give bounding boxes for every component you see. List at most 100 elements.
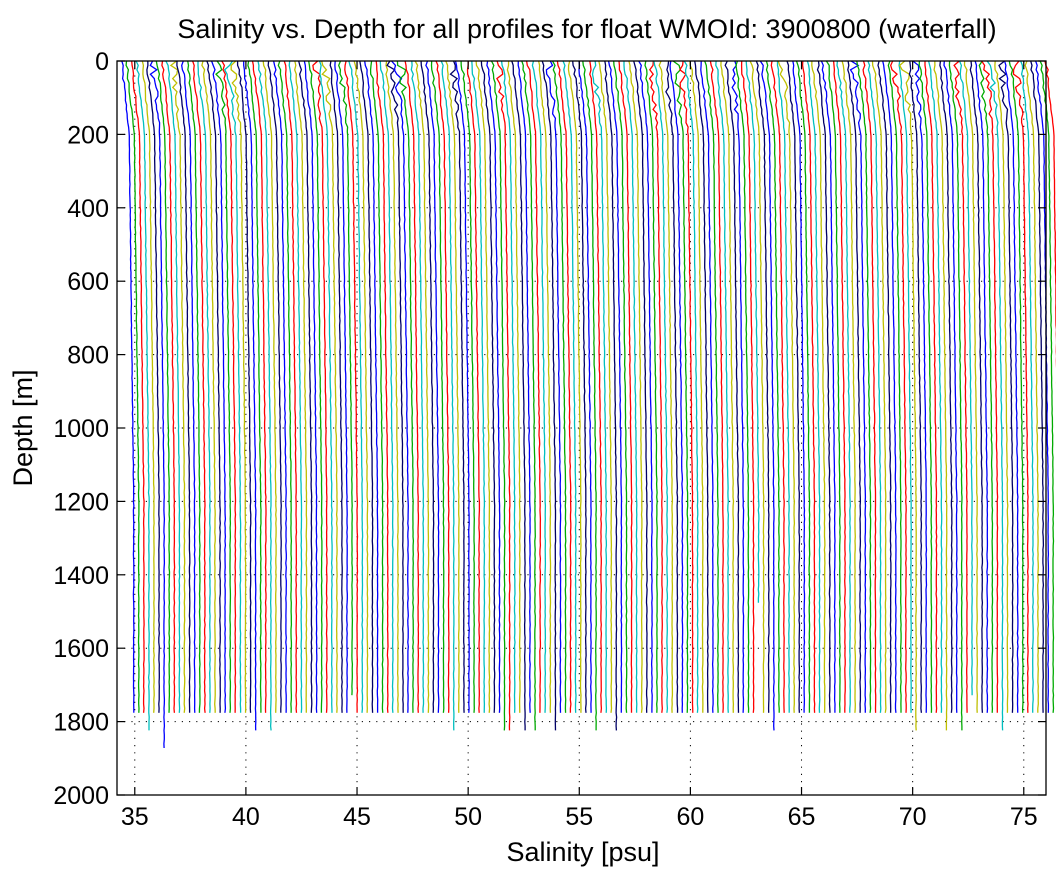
- profile-line: [221, 60, 237, 713]
- profile-line: [777, 60, 796, 713]
- profile-line: [927, 60, 943, 713]
- profile-line: [206, 60, 221, 713]
- profile-line: [131, 60, 145, 713]
- profile-line: [832, 60, 846, 713]
- profile-line: [628, 60, 643, 713]
- x-tick-label: 55: [565, 803, 593, 831]
- y-tick-label: 1000: [53, 415, 109, 443]
- profile-line: [974, 60, 989, 713]
- profile-line: [420, 60, 435, 713]
- profile-line: [210, 60, 227, 713]
- profile-line: [187, 60, 201, 713]
- profile-line: [471, 60, 486, 713]
- profile-line: [994, 60, 1009, 713]
- y-tick-label: 1600: [53, 635, 109, 663]
- y-tick-label: 400: [67, 195, 109, 223]
- profile-line: [749, 60, 765, 713]
- profile-line: [176, 60, 191, 713]
- profile-line: [567, 60, 582, 713]
- profile-line: [849, 60, 867, 713]
- profile-line: [1030, 60, 1045, 713]
- profile-line: [338, 60, 354, 696]
- profile-line: [359, 60, 374, 713]
- x-axis-label: Salinity [psu]: [506, 837, 659, 867]
- profile-line: [978, 60, 994, 713]
- profile-line: [948, 60, 963, 731]
- profile-line: [582, 60, 597, 731]
- profile-line: [1034, 60, 1050, 713]
- profile-line: [1012, 60, 1029, 713]
- profile-line: [1008, 60, 1024, 713]
- profile-line: [709, 60, 724, 713]
- profile-line: [556, 60, 572, 713]
- profile-line: [786, 60, 801, 713]
- profile-line: [623, 61, 638, 713]
- profile-line: [825, 60, 841, 713]
- profile-line: [669, 60, 684, 713]
- profile-line: [364, 60, 379, 713]
- profile-line: [598, 60, 613, 713]
- profile-line: [545, 60, 562, 713]
- profile-line: [165, 60, 181, 713]
- profile-line: [169, 60, 186, 713]
- y-tick-label: 0: [95, 48, 109, 76]
- profile-line: [613, 60, 628, 713]
- profile-line: [149, 60, 166, 749]
- profile-line: [449, 60, 465, 713]
- profile-line: [425, 60, 440, 713]
- profile-line: [795, 60, 811, 713]
- profile-line: [303, 60, 318, 713]
- profile-line: [759, 60, 775, 731]
- profile-line: [379, 60, 394, 713]
- profile-line: [689, 60, 704, 713]
- profile-line: [890, 60, 907, 713]
- profile-line: [155, 60, 171, 713]
- profile-line: [294, 60, 308, 713]
- profile-line: [683, 60, 699, 713]
- profile-line: [230, 60, 247, 713]
- profile-line: [816, 60, 831, 713]
- profile-line: [125, 60, 140, 713]
- profile-line: [121, 60, 135, 713]
- x-tick-label: 65: [788, 803, 816, 831]
- profile-line: [604, 60, 618, 731]
- profile-line: [435, 60, 450, 713]
- profile-line: [953, 60, 968, 713]
- y-axis-label: Depth [m]: [8, 369, 38, 486]
- profile-line: [247, 60, 262, 713]
- profile-line: [715, 60, 730, 713]
- profile-line: [856, 60, 872, 713]
- profile-line: [541, 60, 557, 731]
- y-tick-label: 200: [67, 121, 109, 149]
- profile-line: [486, 60, 501, 713]
- profile-line: [887, 60, 902, 713]
- y-tick-label: 1800: [53, 709, 109, 737]
- profile-line: [720, 60, 735, 713]
- profile-line: [806, 60, 821, 713]
- profile-line: [731, 60, 745, 713]
- profile-line: [958, 60, 973, 696]
- x-tick-label: 60: [676, 803, 704, 831]
- profile-line: [679, 60, 694, 713]
- x-tick-label: 40: [232, 803, 260, 831]
- profile-line: [525, 60, 542, 713]
- y-tick-label: 1400: [53, 562, 109, 590]
- profile-line: [918, 60, 933, 713]
- profile-line: [321, 60, 338, 713]
- profile-line: [607, 60, 623, 713]
- profile-line: [740, 60, 755, 713]
- profile-line: [665, 60, 679, 713]
- profile-line: [500, 60, 516, 713]
- profile-line: [638, 60, 653, 713]
- profile-line: [981, 60, 999, 713]
- profile-line: [161, 60, 176, 713]
- chart-title: Salinity vs. Depth for all profiles for …: [177, 14, 996, 44]
- profile-line: [1020, 60, 1034, 713]
- profile-line: [924, 61, 938, 713]
- profile-line: [267, 60, 282, 713]
- profile-line: [867, 60, 882, 713]
- profile-line: [391, 60, 409, 713]
- profile-line: [745, 60, 760, 603]
- profile-line: [496, 60, 511, 731]
- profile-line: [312, 60, 328, 713]
